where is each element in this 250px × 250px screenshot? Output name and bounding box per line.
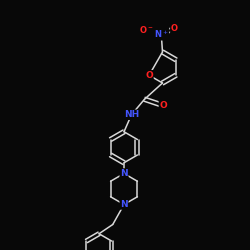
Text: N: N: [120, 169, 128, 178]
Text: O: O: [160, 101, 167, 110]
Text: N: N: [120, 200, 128, 209]
Text: N$^+$: N$^+$: [154, 28, 168, 40]
Text: O: O: [145, 71, 153, 80]
Text: NH: NH: [124, 110, 139, 119]
Text: O: O: [171, 24, 178, 33]
Text: O$^-$: O$^-$: [140, 24, 154, 35]
